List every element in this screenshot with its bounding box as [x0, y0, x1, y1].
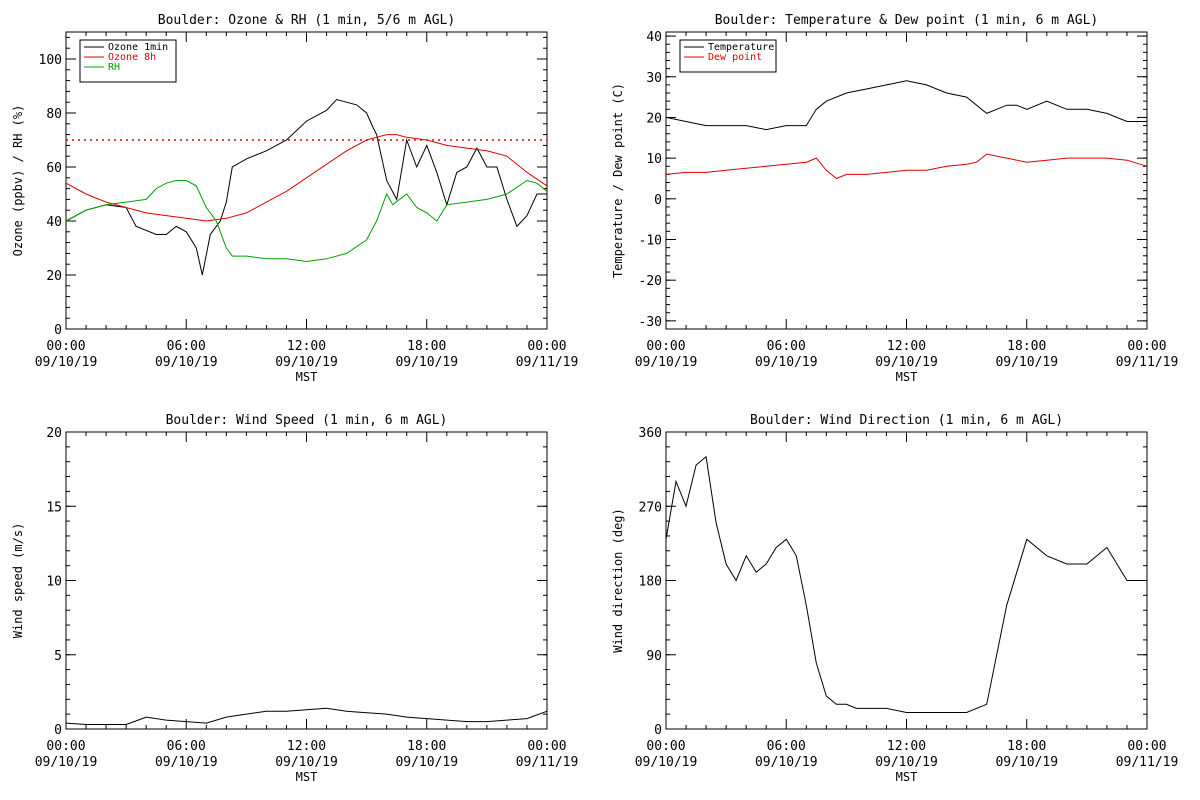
- series-line-dew-point: [666, 153, 1147, 180]
- plot-frame: [665, 31, 1148, 330]
- legend-label: Temperature: [708, 42, 774, 53]
- x-tick-time: 06:00: [767, 739, 806, 754]
- chart-panel-wind_direction: Boulder: Wind Direction (1 min, 6 m AGL)…: [611, 413, 1178, 784]
- x-tick-time: 12:00: [887, 339, 926, 354]
- x-tick-time: 12:00: [887, 739, 926, 754]
- y-tick-label: 10: [46, 575, 62, 590]
- x-tick-date: 09/10/19: [395, 355, 458, 370]
- y-tick-label: 10: [646, 152, 662, 167]
- y-tick-label: 40: [646, 30, 662, 45]
- x-tick-date: 09/10/19: [995, 355, 1058, 370]
- legend-label: Ozone 8h: [108, 52, 156, 63]
- x-tick-date: 09/10/19: [635, 755, 698, 770]
- y-tick-label: 360: [639, 426, 662, 441]
- x-tick-time: 12:00: [287, 339, 326, 354]
- legend-label: Dew point: [708, 52, 762, 63]
- y-tick-label: 15: [46, 500, 62, 515]
- x-tick-date: 09/10/19: [155, 755, 218, 770]
- x-tick-date: 09/11/19: [516, 355, 579, 370]
- y-axis-label: Wind direction (deg): [611, 508, 625, 653]
- y-tick-label: 20: [46, 269, 62, 284]
- x-tick-date: 09/10/19: [155, 355, 218, 370]
- y-tick-label: -10: [639, 233, 662, 248]
- y-axis-label: Temperature / Dew point (C): [611, 83, 625, 278]
- y-tick-label: 30: [646, 71, 662, 86]
- x-tick-date: 09/10/19: [35, 755, 98, 770]
- x-tick-date: 09/10/19: [635, 355, 698, 370]
- y-tick-label: 5: [54, 649, 62, 664]
- x-tick-time: 00:00: [646, 339, 685, 354]
- plot-frame: [665, 431, 1148, 730]
- y-tick-label: 0: [654, 723, 662, 738]
- y-tick-label: 180: [639, 575, 662, 590]
- chart-panel-temp_dew: Boulder: Temperature & Dew point (1 min,…: [611, 13, 1178, 384]
- series-line-ozone-1min: [66, 98, 547, 276]
- chart-panel-wind_speed: Boulder: Wind Speed (1 min, 6 m AGL) 0 5 10…: [11, 413, 578, 784]
- x-axis-label: MST: [896, 370, 918, 384]
- x-tick-time: 00:00: [527, 339, 566, 354]
- x-tick-date: 09/10/19: [395, 755, 458, 770]
- x-tick-time: 00:00: [646, 739, 685, 754]
- x-tick-time: 18:00: [407, 339, 446, 354]
- x-tick-time: 12:00: [287, 739, 326, 754]
- x-tick-time: 00:00: [1127, 739, 1166, 754]
- y-tick-label: 60: [46, 161, 62, 176]
- x-tick-date: 09/10/19: [995, 755, 1058, 770]
- y-axis-label: Wind speed (m/s): [11, 523, 25, 639]
- legend-box: [679, 39, 777, 73]
- x-axis-label: MST: [296, 770, 318, 784]
- legend-label: Ozone 1min: [108, 42, 168, 53]
- x-tick-date: 09/10/19: [875, 755, 938, 770]
- y-tick-label: 40: [46, 215, 62, 230]
- series-line-wind-speed: [66, 707, 547, 725]
- x-tick-time: 00:00: [527, 739, 566, 754]
- y-tick-label: 0: [654, 193, 662, 208]
- x-tick-time: 06:00: [167, 739, 206, 754]
- chart-title: Boulder: Wind Direction (1 min, 6 m AGL): [750, 413, 1063, 428]
- x-tick-date: 09/10/19: [35, 355, 98, 370]
- plot-frame: [65, 431, 548, 730]
- y-tick-label: 90: [646, 649, 662, 664]
- x-tick-date: 09/10/19: [275, 755, 338, 770]
- x-tick-date: 09/10/19: [755, 355, 818, 370]
- chart-title: Boulder: Ozone & RH (1 min, 5/6 m AGL): [158, 13, 455, 28]
- y-tick-label: 20: [646, 111, 662, 126]
- y-tick-label: 270: [639, 500, 662, 515]
- y-axis-label: Ozone (ppbv) / RH (%): [11, 105, 25, 257]
- x-axis-label: MST: [296, 370, 318, 384]
- y-tick-label: 0: [54, 323, 62, 338]
- y-tick-label: -20: [639, 274, 662, 289]
- series-line-ozone-8h: [66, 134, 547, 222]
- legend-label: RH: [108, 62, 120, 73]
- x-tick-time: 00:00: [1127, 339, 1166, 354]
- y-tick-label: 100: [39, 53, 62, 68]
- x-tick-time: 00:00: [46, 739, 85, 754]
- x-tick-date: 09/10/19: [755, 755, 818, 770]
- x-tick-time: 06:00: [167, 339, 206, 354]
- chart-panel-ozone_rh: Boulder: Ozone & RH (1 min, 5/6 m AGL) 0 2…: [11, 13, 578, 384]
- x-tick-time: 18:00: [1007, 739, 1046, 754]
- x-tick-date: 09/11/19: [516, 755, 579, 770]
- y-tick-label: -30: [639, 315, 662, 330]
- x-tick-time: 06:00: [767, 339, 806, 354]
- x-tick-date: 09/10/19: [275, 355, 338, 370]
- x-tick-time: 00:00: [46, 339, 85, 354]
- chart-title: Boulder: Temperature & Dew point (1 min,…: [715, 13, 1099, 28]
- series-line-rh: [66, 179, 547, 263]
- x-tick-date: 09/11/19: [1116, 355, 1179, 370]
- x-axis-label: MST: [896, 770, 918, 784]
- y-tick-label: 0: [54, 723, 62, 738]
- series-line-temperature: [666, 80, 1147, 131]
- x-tick-date: 09/11/19: [1116, 755, 1179, 770]
- x-tick-time: 18:00: [1007, 339, 1046, 354]
- x-tick-time: 18:00: [407, 739, 446, 754]
- x-tick-date: 09/10/19: [875, 355, 938, 370]
- y-tick-label: 80: [46, 107, 62, 122]
- y-tick-label: 20: [46, 426, 62, 441]
- chart-title: Boulder: Wind Speed (1 min, 6 m AGL): [166, 413, 448, 428]
- series-line-wind-direction: [666, 455, 1147, 713]
